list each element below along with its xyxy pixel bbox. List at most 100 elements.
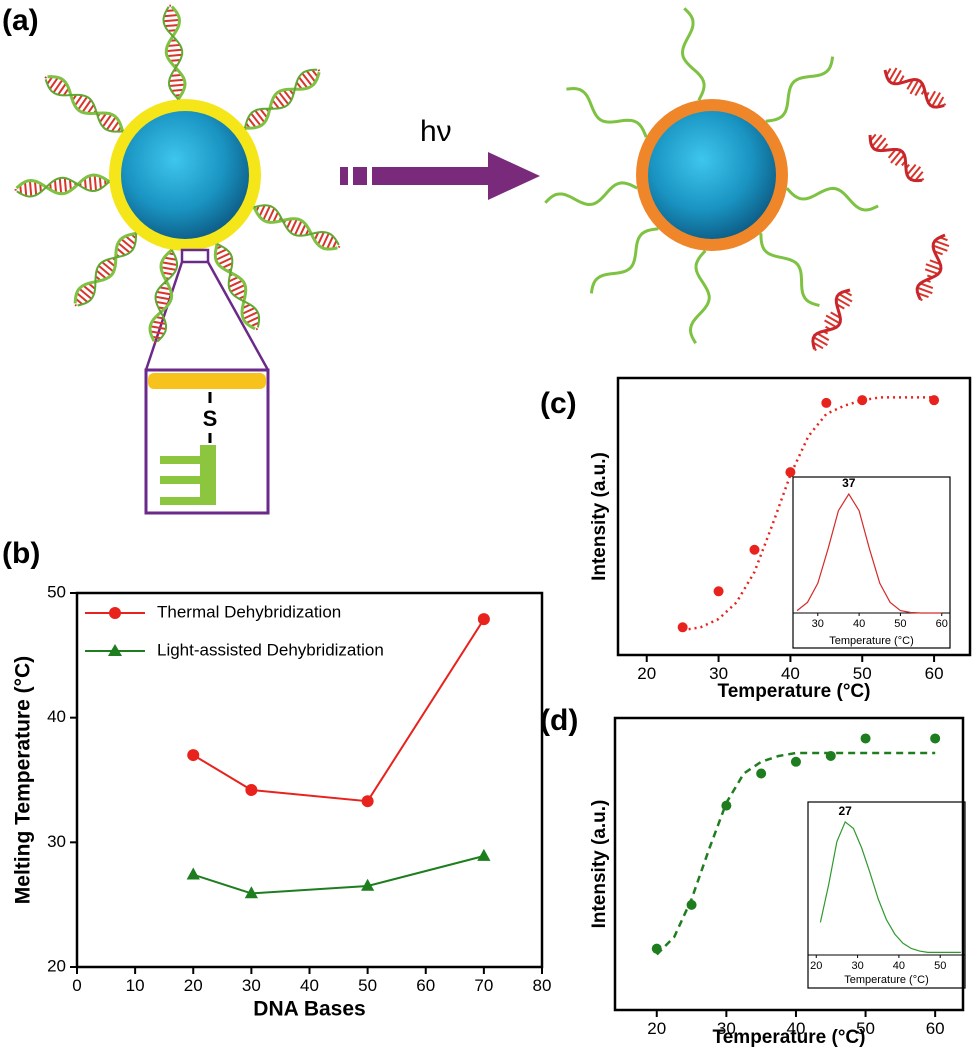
base-pair bbox=[57, 82, 67, 96]
base-pair bbox=[228, 279, 243, 288]
base-pair bbox=[156, 290, 172, 296]
marker bbox=[361, 795, 374, 808]
base-pair bbox=[241, 307, 256, 315]
base-pair bbox=[825, 314, 841, 325]
base-pair bbox=[262, 205, 271, 221]
base-pair bbox=[254, 109, 266, 124]
base-pair bbox=[305, 70, 317, 83]
base-pair bbox=[110, 120, 120, 132]
base-pair bbox=[82, 284, 95, 296]
base-pair bbox=[894, 154, 906, 166]
marker bbox=[477, 613, 490, 626]
dna bbox=[162, 4, 187, 101]
strand bbox=[216, 242, 261, 328]
frame bbox=[616, 376, 972, 657]
base-pair bbox=[259, 108, 268, 119]
x-tick-label: 10 bbox=[126, 976, 145, 995]
legend-marker bbox=[108, 644, 122, 656]
y-tick-label: 40 bbox=[47, 707, 66, 726]
marker bbox=[244, 886, 258, 899]
marker bbox=[245, 783, 258, 796]
panel-label: (d) bbox=[540, 704, 578, 737]
base-pair bbox=[814, 348, 817, 352]
x-tick-label: 50 bbox=[856, 1019, 875, 1038]
strand bbox=[164, 5, 187, 101]
y-tick-label: 20 bbox=[47, 956, 66, 975]
base-pair bbox=[906, 163, 917, 176]
strand bbox=[544, 181, 638, 206]
dna bbox=[759, 233, 820, 307]
strand bbox=[77, 233, 138, 307]
marker bbox=[749, 544, 760, 555]
base-pair bbox=[97, 264, 112, 277]
marker bbox=[756, 768, 767, 779]
strand bbox=[253, 204, 340, 246]
strand bbox=[47, 75, 125, 132]
strand bbox=[16, 176, 110, 198]
panel-label: (a) bbox=[2, 4, 39, 37]
base-pair bbox=[888, 67, 898, 82]
base-pair bbox=[919, 282, 934, 289]
base-pair bbox=[326, 235, 334, 250]
base-pair bbox=[215, 252, 231, 261]
base-pair bbox=[171, 88, 184, 92]
base-pair bbox=[909, 166, 922, 180]
dna bbox=[566, 87, 648, 138]
marker bbox=[187, 749, 200, 762]
base-pair bbox=[93, 174, 98, 191]
x-tick-label: 30 bbox=[717, 1019, 736, 1038]
base-pair bbox=[890, 150, 902, 164]
base-pair bbox=[230, 284, 246, 293]
marker bbox=[930, 733, 941, 744]
x-tick-label: 20 bbox=[637, 664, 656, 683]
base-pair bbox=[117, 242, 131, 254]
x-tick-label: 20 bbox=[810, 960, 822, 972]
base-pair bbox=[838, 293, 853, 303]
x-tick-label: 20 bbox=[184, 976, 203, 995]
y-axis-label: Intensity (a.u.) bbox=[589, 800, 610, 929]
base-pair bbox=[214, 248, 227, 256]
marker bbox=[821, 397, 832, 408]
base-pair bbox=[167, 43, 181, 48]
marker bbox=[860, 733, 871, 744]
dna bbox=[883, 67, 947, 109]
strand bbox=[148, 248, 174, 342]
base-pair bbox=[33, 181, 38, 196]
dna bbox=[589, 227, 659, 294]
series-line bbox=[796, 492, 942, 614]
strand bbox=[244, 71, 321, 130]
legend-label: Thermal Dehybridization bbox=[157, 602, 341, 621]
base-pair bbox=[813, 336, 828, 346]
base-pair bbox=[294, 220, 303, 236]
gold-surface bbox=[148, 373, 266, 389]
base-pair bbox=[58, 177, 63, 194]
base-pair bbox=[298, 76, 309, 89]
base-pair bbox=[317, 69, 321, 72]
strand bbox=[160, 445, 216, 505]
base-pair bbox=[258, 204, 266, 217]
base-pair bbox=[52, 78, 64, 94]
base-pair bbox=[155, 295, 172, 301]
x-tick-label: 60 bbox=[936, 618, 948, 630]
base-pair bbox=[164, 23, 179, 28]
base-pair bbox=[163, 18, 180, 23]
base-pair bbox=[245, 316, 260, 324]
y-axis-label: Intensity (a.u.) bbox=[589, 452, 610, 581]
base-pair bbox=[321, 232, 330, 249]
base-pair bbox=[217, 256, 233, 266]
dna bbox=[681, 7, 706, 101]
base-pair bbox=[63, 177, 68, 194]
diagram: hν S bbox=[14, 4, 950, 515]
base-pair bbox=[76, 292, 89, 303]
marker bbox=[785, 467, 796, 478]
base-pair bbox=[161, 261, 178, 266]
base-pair bbox=[924, 268, 939, 275]
base-pair bbox=[277, 91, 290, 105]
base-pair bbox=[160, 266, 177, 271]
base-pair bbox=[99, 112, 108, 123]
x-tick-label: 60 bbox=[926, 1019, 945, 1038]
x-tick-label: 50 bbox=[894, 618, 906, 630]
base-pair bbox=[274, 94, 285, 108]
arrow-dash bbox=[340, 167, 348, 185]
strand bbox=[688, 249, 711, 344]
